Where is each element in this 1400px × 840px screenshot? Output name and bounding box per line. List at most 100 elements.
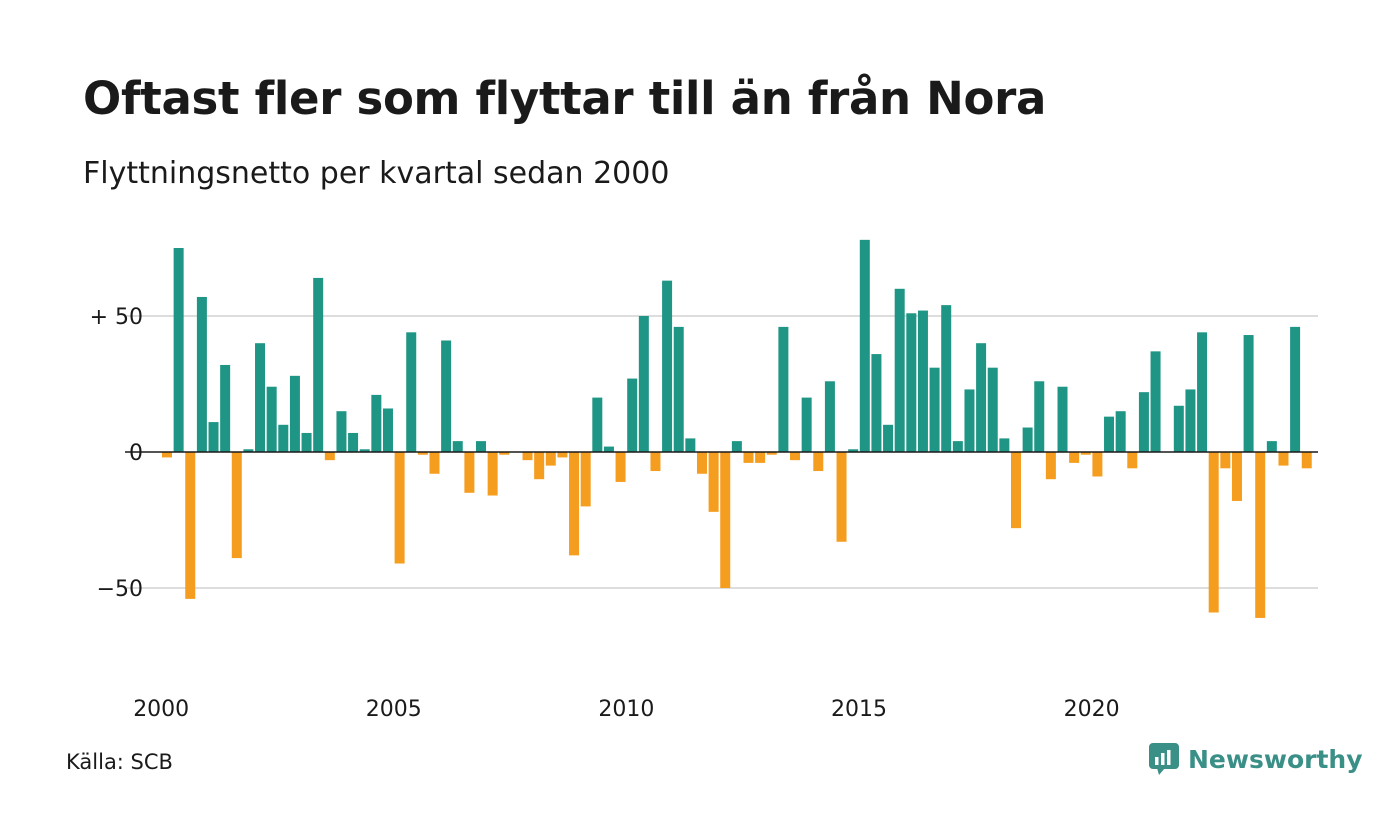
bar — [348, 432, 359, 452]
bar — [871, 354, 882, 452]
x-axis-labels: 2000 2005 2010 2015 2020 — [133, 697, 1119, 722]
y-tick-label: + 50 — [90, 305, 143, 330]
bar — [952, 441, 963, 452]
bar — [185, 452, 196, 599]
bar — [894, 288, 905, 452]
bar — [603, 446, 614, 452]
bar — [1127, 452, 1138, 469]
bar — [1220, 452, 1231, 469]
bar — [580, 452, 591, 507]
bar — [615, 452, 626, 482]
bar — [964, 389, 975, 452]
bar — [731, 441, 742, 452]
bar — [278, 424, 289, 452]
bar — [1290, 326, 1301, 452]
y-tick-label: −50 — [97, 577, 143, 602]
bar — [441, 340, 452, 452]
bar — [1057, 386, 1068, 452]
bar — [289, 375, 300, 452]
bar — [417, 452, 428, 455]
bar — [162, 452, 172, 458]
bar — [1115, 411, 1126, 452]
bar — [824, 381, 835, 452]
bar — [1301, 452, 1312, 469]
bar — [1045, 452, 1056, 480]
bar — [220, 364, 231, 452]
bar — [883, 424, 894, 452]
bar — [917, 310, 928, 452]
bar — [848, 449, 859, 452]
chart-title: Oftast fler som flyttar till än från Nor… — [83, 72, 1047, 125]
bar — [1266, 441, 1277, 452]
bar — [976, 343, 987, 452]
bar — [836, 452, 847, 542]
bar — [476, 441, 487, 452]
bar — [766, 452, 777, 455]
bar — [650, 452, 661, 472]
bar — [382, 408, 393, 452]
bar — [1173, 405, 1184, 452]
bar — [929, 367, 940, 452]
bar — [1092, 452, 1103, 477]
bar — [1150, 351, 1161, 452]
x-tick-label: 2010 — [598, 697, 654, 722]
bar — [685, 438, 696, 452]
brand-logo: Newsworthy — [1148, 742, 1363, 776]
bar — [324, 452, 335, 461]
bar — [499, 452, 510, 455]
bar — [231, 452, 242, 559]
bar — [522, 452, 533, 461]
bar — [638, 316, 649, 452]
bar — [673, 326, 684, 452]
bar — [545, 452, 556, 466]
bar — [255, 343, 266, 452]
bar — [906, 313, 917, 452]
bar — [534, 452, 545, 480]
bar — [1208, 452, 1219, 613]
bar — [592, 397, 603, 452]
bar — [569, 452, 580, 556]
source-note: Källa: SCB — [66, 750, 173, 774]
bar — [1185, 389, 1196, 452]
bar — [941, 305, 952, 452]
bar — [720, 452, 731, 588]
bar — [1034, 381, 1045, 452]
bar — [1022, 427, 1033, 452]
x-tick-label: 2015 — [831, 697, 887, 722]
bar — [429, 452, 440, 474]
bar — [743, 452, 754, 463]
bar — [243, 449, 254, 452]
bar — [452, 441, 463, 452]
x-tick-label: 2000 — [133, 697, 189, 722]
bar — [627, 378, 638, 452]
bar — [1278, 452, 1289, 466]
bar — [313, 277, 324, 452]
bar — [394, 452, 405, 564]
bar — [755, 452, 766, 463]
y-axis-labels: + 50 0 −50 — [90, 305, 143, 602]
bar — [196, 296, 207, 452]
chart-subtitle: Flyttningsnetto per kvartal sedan 2000 — [83, 156, 670, 191]
chart-bubble-icon — [1149, 743, 1179, 775]
x-tick-label: 2020 — [1064, 697, 1120, 722]
bars — [125, 239, 1318, 618]
bar — [173, 248, 184, 452]
bar — [464, 452, 475, 493]
bar — [1069, 452, 1080, 463]
bar — [801, 397, 812, 452]
bar — [1243, 335, 1254, 452]
bar — [208, 422, 219, 452]
bar — [557, 452, 568, 458]
bar — [336, 411, 347, 452]
bar — [1231, 452, 1242, 501]
bar — [1104, 416, 1115, 452]
bar — [813, 452, 824, 472]
bar — [487, 452, 498, 496]
bar — [1197, 332, 1208, 452]
bar — [1080, 452, 1091, 455]
bar — [406, 332, 417, 452]
bar — [662, 280, 673, 452]
y-tick-label: 0 — [129, 441, 143, 466]
bar — [1255, 452, 1266, 618]
